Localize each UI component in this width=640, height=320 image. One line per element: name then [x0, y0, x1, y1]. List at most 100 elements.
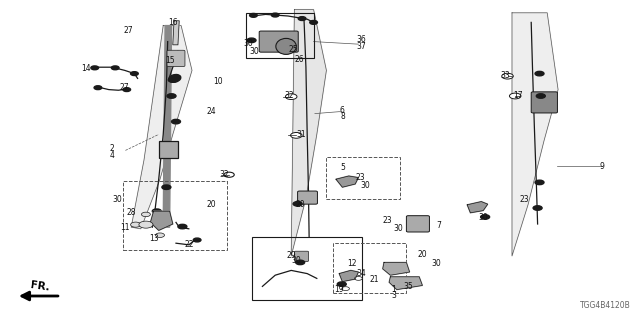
Text: 25: 25 — [288, 45, 298, 54]
Circle shape — [298, 17, 306, 20]
Text: FR.: FR. — [29, 281, 50, 293]
Circle shape — [131, 222, 141, 227]
Text: 23: 23 — [520, 196, 530, 204]
FancyBboxPatch shape — [406, 216, 429, 232]
FancyBboxPatch shape — [531, 92, 557, 113]
Polygon shape — [163, 26, 172, 227]
Ellipse shape — [276, 38, 296, 54]
Circle shape — [91, 66, 99, 70]
FancyBboxPatch shape — [167, 50, 185, 67]
Circle shape — [271, 13, 279, 17]
Circle shape — [139, 221, 153, 228]
Circle shape — [285, 94, 297, 100]
Text: 19: 19 — [334, 285, 344, 294]
Text: 27: 27 — [120, 84, 130, 92]
Text: 20: 20 — [206, 200, 216, 209]
Circle shape — [535, 180, 544, 185]
Ellipse shape — [169, 75, 180, 82]
Circle shape — [342, 287, 349, 291]
Text: 11: 11 — [120, 223, 129, 232]
FancyBboxPatch shape — [294, 251, 308, 261]
Bar — [326, 157, 400, 199]
Text: 27: 27 — [123, 26, 133, 35]
Circle shape — [355, 276, 362, 280]
Text: 34: 34 — [356, 269, 367, 278]
Circle shape — [533, 206, 542, 210]
Circle shape — [162, 185, 171, 189]
Text: 6: 6 — [340, 106, 345, 115]
Polygon shape — [336, 176, 358, 187]
Polygon shape — [173, 21, 179, 45]
Text: 30: 30 — [291, 256, 301, 265]
Text: 21: 21 — [370, 276, 379, 284]
Circle shape — [535, 71, 544, 76]
Text: 30: 30 — [360, 181, 370, 190]
Circle shape — [111, 66, 119, 70]
Circle shape — [250, 13, 257, 17]
Text: 14: 14 — [81, 64, 92, 73]
Text: 13: 13 — [148, 234, 159, 243]
Circle shape — [509, 93, 521, 99]
Text: 24: 24 — [206, 108, 216, 116]
Text: 5: 5 — [340, 164, 345, 172]
Text: 22: 22 — [184, 240, 193, 249]
Text: 1: 1 — [391, 285, 396, 294]
Bar — [159, 141, 178, 158]
Polygon shape — [131, 26, 192, 229]
Circle shape — [123, 88, 131, 92]
Circle shape — [310, 20, 317, 24]
Circle shape — [293, 202, 302, 206]
Text: 20: 20 — [417, 250, 428, 259]
Text: 16: 16 — [168, 18, 178, 27]
Polygon shape — [467, 202, 488, 213]
Circle shape — [167, 94, 176, 98]
Text: 30: 30 — [431, 260, 442, 268]
Circle shape — [536, 94, 545, 98]
FancyBboxPatch shape — [259, 31, 298, 52]
Text: 36: 36 — [356, 36, 367, 44]
Text: 20: 20 — [296, 200, 306, 209]
Circle shape — [172, 119, 180, 124]
Text: 30: 30 — [243, 39, 253, 48]
Polygon shape — [291, 10, 326, 256]
Circle shape — [141, 212, 150, 217]
Circle shape — [131, 72, 138, 76]
Text: 15: 15 — [164, 56, 175, 65]
Circle shape — [152, 209, 161, 213]
Polygon shape — [383, 262, 410, 275]
Circle shape — [178, 224, 187, 229]
Circle shape — [193, 238, 201, 242]
Circle shape — [168, 78, 177, 82]
Bar — [123, 181, 227, 250]
Text: 30: 30 — [112, 196, 122, 204]
Text: 17: 17 — [513, 92, 524, 100]
Text: 7: 7 — [436, 221, 441, 230]
Circle shape — [337, 282, 346, 286]
Text: 30: 30 — [478, 213, 488, 222]
Polygon shape — [512, 13, 558, 256]
Text: 12: 12 — [348, 260, 356, 268]
Text: 26: 26 — [294, 55, 305, 64]
Text: 3: 3 — [391, 292, 396, 300]
Text: 23: 23 — [382, 216, 392, 225]
Text: 32: 32 — [284, 92, 294, 100]
Polygon shape — [339, 270, 358, 282]
Text: 30: 30 — [250, 47, 260, 56]
Bar — [333, 243, 406, 293]
Circle shape — [247, 38, 256, 43]
Text: 10: 10 — [212, 77, 223, 86]
Text: 31: 31 — [296, 130, 306, 139]
Circle shape — [481, 215, 490, 219]
Text: 9: 9 — [599, 162, 604, 171]
Circle shape — [502, 73, 513, 79]
Text: 32: 32 — [219, 170, 229, 179]
Polygon shape — [389, 277, 422, 290]
Text: 28: 28 — [127, 208, 136, 217]
Circle shape — [291, 132, 302, 138]
Circle shape — [156, 233, 164, 237]
FancyBboxPatch shape — [298, 191, 317, 204]
Text: 2: 2 — [109, 144, 115, 153]
Text: 8: 8 — [340, 112, 345, 121]
Text: 35: 35 — [403, 282, 413, 291]
Circle shape — [94, 86, 102, 90]
